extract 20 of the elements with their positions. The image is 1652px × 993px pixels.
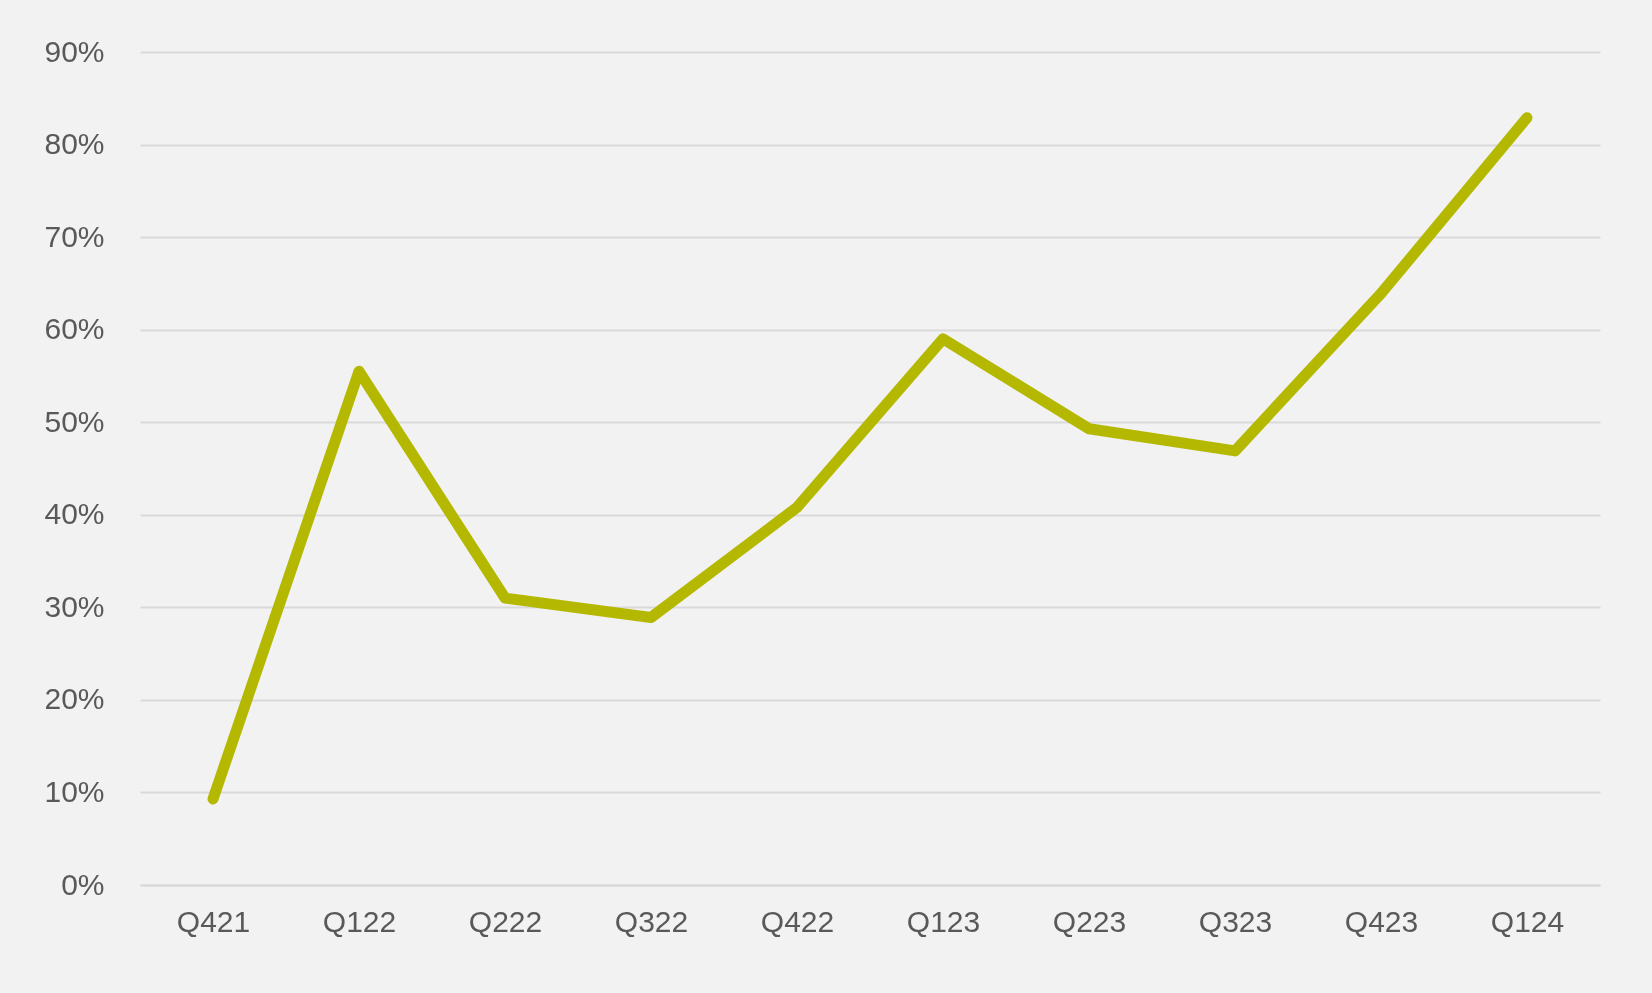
y-tick-label: 90%	[44, 34, 105, 68]
x-tick-label: Q421	[176, 904, 251, 938]
x-tick-label: Q323	[1198, 904, 1273, 938]
y-tick-label: 30%	[44, 589, 105, 623]
y-tick-label: 0%	[61, 867, 105, 901]
x-tick-label: Q422	[760, 904, 835, 938]
y-tick-label: 10%	[44, 774, 105, 808]
y-tick-label: 20%	[44, 682, 105, 716]
x-tick-label: Q222	[468, 904, 543, 938]
y-tick-label: 40%	[44, 497, 105, 531]
y-tick-label: 70%	[44, 219, 105, 253]
x-tick-label: Q124	[1490, 904, 1565, 938]
x-tick-label: Q423	[1344, 904, 1419, 938]
x-tick-label: Q322	[614, 904, 689, 938]
x-tick-label: Q123	[906, 904, 981, 938]
y-tick-label: 50%	[44, 404, 105, 438]
y-tick-label: 80%	[44, 127, 105, 161]
y-tick-label: 60%	[44, 312, 105, 346]
x-tick-label: Q122	[322, 904, 397, 938]
x-tick-label: Q223	[1052, 904, 1127, 938]
